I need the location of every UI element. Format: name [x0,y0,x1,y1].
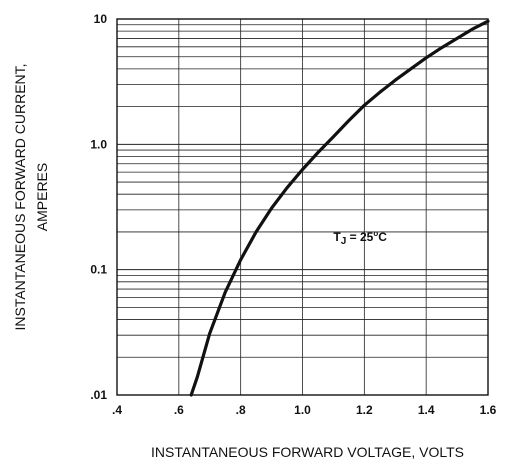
series-layer [189,19,490,397]
y-axis-ticks: .01 0.1 1.0 10 [90,12,107,402]
annotation-t: T [333,230,341,244]
annotation-c: C [378,230,387,244]
annotation-sub: J [341,236,347,247]
y-tick-label: 10 [94,12,108,26]
y-tick-label: 0.1 [90,263,107,277]
x-axis-ticks: .4 .6 .8 1.0 1.2 1.4 1.6 [112,403,497,417]
x-tick-label: 1.2 [356,403,373,417]
temperature-annotation: TJ = 25oC [333,229,387,247]
y-tick-label: .01 [90,388,107,402]
y-axis-title-line2: AMPERES [34,163,50,231]
plot-frame [116,18,489,396]
x-tick-label: 1.0 [294,403,311,417]
x-tick-label: .6 [174,403,184,417]
y-tick-label: 1.0 [90,137,107,151]
x-tick-label: 1.4 [418,403,435,417]
x-tick-label: .8 [236,403,246,417]
annotation-mid: = 25 [346,230,373,244]
x-axis-title: INSTANTANEOUS FORWARD VOLTAGE, VOLTS [151,444,464,460]
y-axis-title-line1: INSTANTANEOUS FORWARD CURRENT, [12,63,28,330]
x-tick-label: 1.6 [480,403,497,417]
series-line [189,19,490,397]
annotation-degree: o [373,229,378,238]
grid [117,19,488,395]
x-tick-label: .4 [112,403,122,417]
